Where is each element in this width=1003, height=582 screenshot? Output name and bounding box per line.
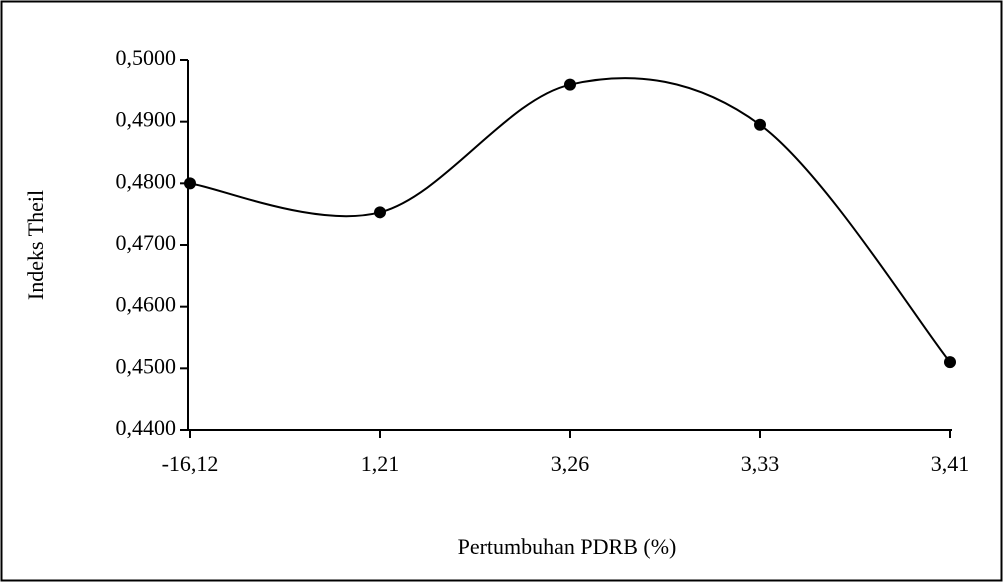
y-tick-label: 0,5000 [116,45,177,70]
point [564,78,576,91]
point [944,356,956,369]
x-tick-label: -16,12 [162,451,219,476]
point [374,206,386,219]
x-tick-label: 3,41 [931,451,970,476]
x-axis-label: Pertumbuhan PDRB (%) [458,534,677,559]
y-tick-label: 0,4800 [116,168,177,193]
y-tick-label: 0,4500 [116,353,177,378]
y-axis-label: Indeks Theil [23,190,48,300]
y-tick-label: 0,4900 [116,107,177,132]
y-tick-label: 0,4700 [116,230,177,255]
x-tick-label: 1,21 [361,451,400,476]
x-tick-label: 3,33 [741,451,780,476]
y-tick-label: 0,4400 [116,415,177,440]
y-tick-label: 0,4600 [116,292,177,317]
point [754,118,766,131]
point [184,177,196,190]
x-tick-label: 3,26 [551,451,590,476]
